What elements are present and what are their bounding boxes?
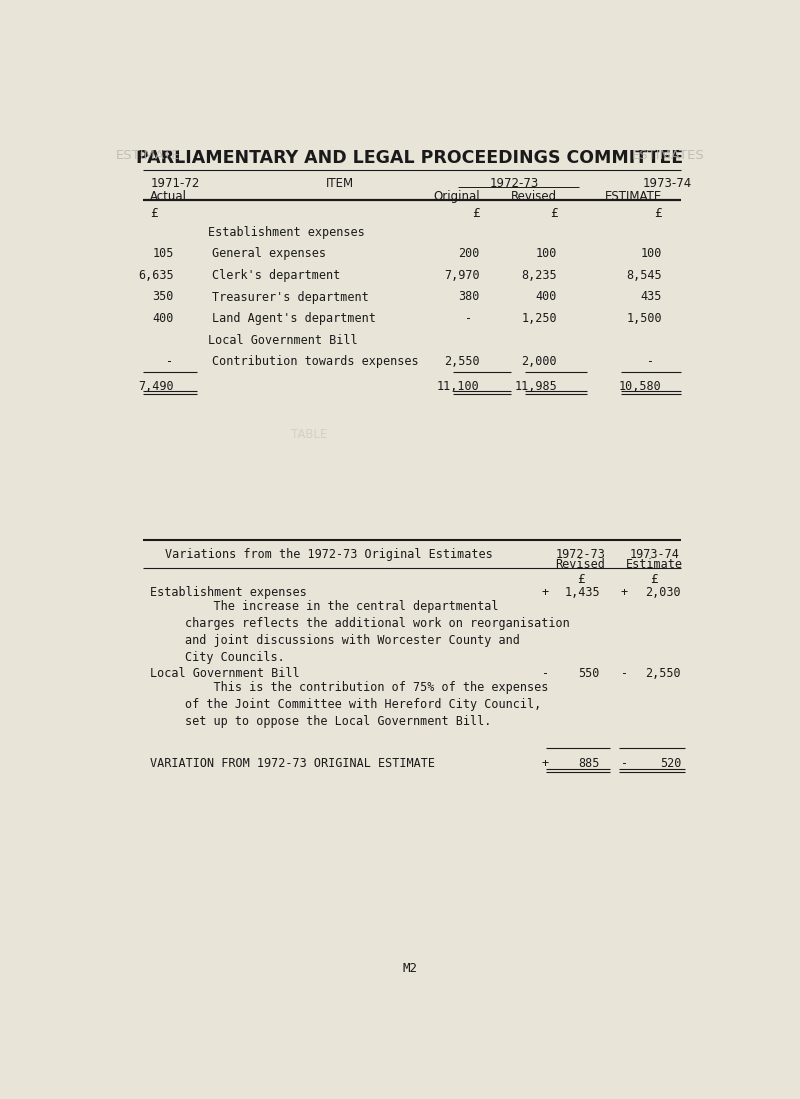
Text: 2,000: 2,000 <box>522 355 558 368</box>
Text: -: - <box>465 312 472 325</box>
Text: 520: 520 <box>660 757 682 770</box>
Text: 1,500: 1,500 <box>626 312 662 325</box>
Text: TABLE: TABLE <box>291 429 327 442</box>
Text: £: £ <box>654 208 662 220</box>
Text: 885: 885 <box>578 757 600 770</box>
Text: 1973-74: 1973-74 <box>629 547 679 560</box>
Text: 200: 200 <box>458 247 480 260</box>
Text: £: £ <box>650 573 658 586</box>
Text: -: - <box>542 667 549 680</box>
Text: -: - <box>166 355 174 368</box>
Text: +: + <box>542 586 549 599</box>
Text: £: £ <box>150 208 158 220</box>
Text: 11,985: 11,985 <box>514 380 558 392</box>
Text: 400: 400 <box>536 290 558 303</box>
Text: 7,970: 7,970 <box>444 269 480 282</box>
Text: General expenses: General expenses <box>212 247 326 260</box>
Text: Actual: Actual <box>150 190 187 202</box>
Text: Land Agent's department: Land Agent's department <box>212 312 376 325</box>
Text: -: - <box>166 355 174 368</box>
Text: Clerk's department: Clerk's department <box>212 269 341 282</box>
Text: Contribution towards expenses: Contribution towards expenses <box>212 355 419 368</box>
Text: Establishment expenses: Establishment expenses <box>150 586 307 599</box>
Text: 1972-73: 1972-73 <box>555 547 606 560</box>
Text: 6,635: 6,635 <box>138 269 174 282</box>
Text: Revised: Revised <box>511 190 558 202</box>
Text: M2: M2 <box>402 962 418 975</box>
Text: The increase in the central departmental
charges reflects the additional work on: The increase in the central departmental… <box>186 600 570 664</box>
Text: Establishment expenses: Establishment expenses <box>209 225 366 238</box>
Text: Revised: Revised <box>555 557 606 570</box>
Text: 435: 435 <box>641 290 662 303</box>
Text: 7,490: 7,490 <box>138 380 174 392</box>
Text: 1,250: 1,250 <box>522 312 558 325</box>
Text: 1,435: 1,435 <box>564 586 600 599</box>
Text: Variations from the 1972-73 Original Estimates: Variations from the 1972-73 Original Est… <box>165 547 493 560</box>
Text: 2,550: 2,550 <box>646 667 682 680</box>
Text: 105: 105 <box>152 247 174 260</box>
Text: 8,545: 8,545 <box>626 269 662 282</box>
Text: 11,100: 11,100 <box>437 380 480 392</box>
Text: +: + <box>621 586 628 599</box>
Text: 100: 100 <box>641 247 662 260</box>
Text: 1972-73: 1972-73 <box>490 177 539 189</box>
Text: ESTIMATES: ESTIMATES <box>632 148 705 162</box>
Text: 10,580: 10,580 <box>619 380 662 392</box>
Text: Original: Original <box>433 190 480 202</box>
Text: PARLIAMENTARY AND LEGAL PROCEEDINGS COMMITTEE: PARLIAMENTARY AND LEGAL PROCEEDINGS COMM… <box>137 148 683 167</box>
Text: £: £ <box>472 208 480 220</box>
Text: £: £ <box>550 208 558 220</box>
Text: 380: 380 <box>458 290 480 303</box>
Text: 550: 550 <box>578 667 600 680</box>
Text: -: - <box>621 667 628 680</box>
Text: 2,030: 2,030 <box>646 586 682 599</box>
Text: ITEM: ITEM <box>326 177 354 189</box>
Text: ESTIMATE: ESTIMATE <box>115 148 180 162</box>
Text: Local Government Bill: Local Government Bill <box>209 334 358 346</box>
Text: Estimate: Estimate <box>626 557 682 570</box>
Text: 1973-74: 1973-74 <box>642 177 692 189</box>
Text: £: £ <box>577 573 584 586</box>
Text: VARIATION FROM 1972-73 ORIGINAL ESTIMATE: VARIATION FROM 1972-73 ORIGINAL ESTIMATE <box>150 757 435 770</box>
Text: +: + <box>542 757 549 770</box>
Text: -: - <box>647 355 654 368</box>
Text: ESTIMATE: ESTIMATE <box>605 190 662 202</box>
Text: 2,550: 2,550 <box>444 355 480 368</box>
Text: Treasurer's department: Treasurer's department <box>212 290 369 303</box>
Text: This is the contribution of 75% of the expenses
of the Joint Committee with Here: This is the contribution of 75% of the e… <box>186 681 549 728</box>
Text: Local Government Bill: Local Government Bill <box>150 667 300 680</box>
Text: 8,235: 8,235 <box>522 269 558 282</box>
Text: -: - <box>621 757 628 770</box>
Text: 400: 400 <box>152 312 174 325</box>
Text: 1971-72: 1971-72 <box>150 177 200 189</box>
Text: 350: 350 <box>152 290 174 303</box>
Text: 100: 100 <box>536 247 558 260</box>
